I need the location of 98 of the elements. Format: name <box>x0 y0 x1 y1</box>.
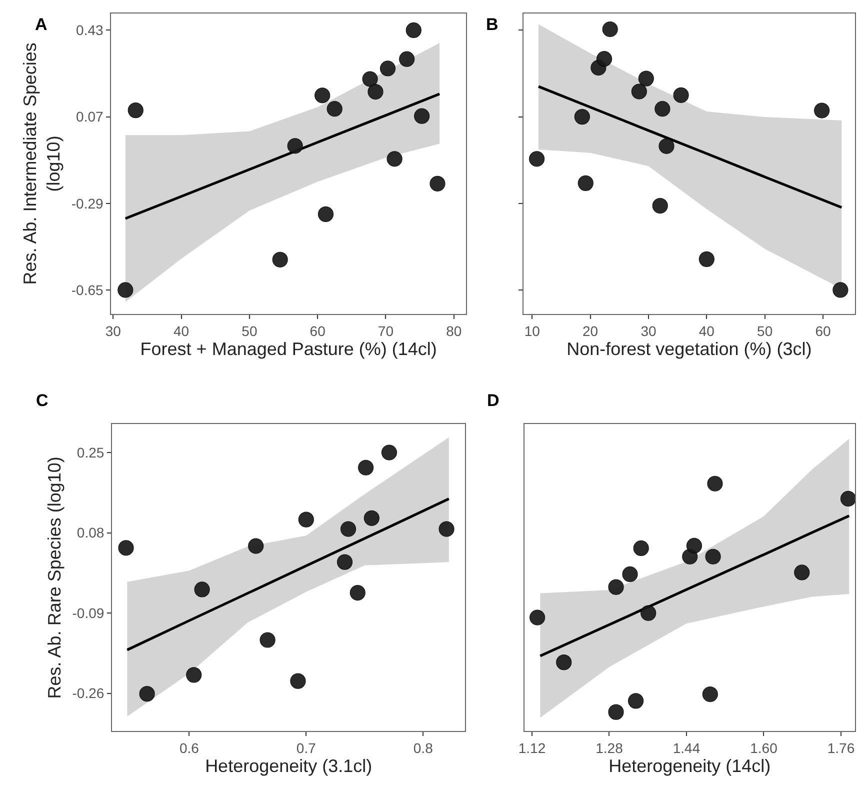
point <box>832 282 848 298</box>
x-tick-label: 50 <box>757 322 773 339</box>
x-tick-label: 40 <box>698 322 715 339</box>
y-tick-label: 0.07 <box>76 108 104 125</box>
point <box>290 673 306 689</box>
y-tick-label: -0.09 <box>72 604 104 621</box>
x-tick-label: 30 <box>105 322 122 339</box>
point <box>336 554 353 570</box>
point <box>702 686 718 702</box>
x-tick-label: 60 <box>310 322 326 339</box>
x-tick-label: 30 <box>640 322 656 339</box>
line-series <box>124 92 441 220</box>
y-tick-label: 0.08 <box>76 524 104 541</box>
point <box>652 198 668 214</box>
x-tick-label: 1.12 <box>518 740 546 756</box>
point <box>631 84 647 100</box>
point <box>414 108 430 124</box>
point <box>794 564 810 580</box>
line-series <box>126 498 450 652</box>
x-tick-label: 1.60 <box>750 740 778 756</box>
point <box>364 510 380 526</box>
point <box>318 206 334 222</box>
point <box>194 582 210 598</box>
point <box>705 548 721 564</box>
y-axis-title: Res. Ab. Rare Species (log10) <box>44 456 64 699</box>
point <box>139 686 155 702</box>
x-axis-title: Non-forest vegetation (%) (3cl) <box>566 338 812 359</box>
point <box>350 584 366 601</box>
point <box>381 444 398 460</box>
x-tick-label: 40 <box>173 322 190 339</box>
x-tick-label: 10 <box>524 322 540 339</box>
point <box>673 87 689 103</box>
point <box>556 654 572 670</box>
point <box>628 693 644 709</box>
point <box>314 88 330 104</box>
point <box>633 540 649 556</box>
point <box>602 21 618 38</box>
point <box>686 538 702 554</box>
x-tick-label: 0.7 <box>296 740 316 756</box>
x-axis-title: Forest + Managed Pasture (%) (14cl) <box>140 338 437 359</box>
x-axis-title: Heterogeneity (3.1cl) <box>205 756 372 776</box>
chart-title: B <box>486 15 498 34</box>
point <box>654 101 670 117</box>
point <box>260 632 276 648</box>
point <box>272 252 288 268</box>
point <box>608 579 624 595</box>
y-tick-label: 0.25 <box>76 444 104 460</box>
chart-title: A <box>35 15 48 34</box>
chart-title: D <box>487 391 500 410</box>
x-tick-label: 1.28 <box>596 740 624 756</box>
point <box>530 610 546 626</box>
point <box>186 667 202 683</box>
x-tick-label: 70 <box>378 322 394 339</box>
point <box>640 605 656 621</box>
point <box>814 102 830 118</box>
point <box>358 460 374 476</box>
point <box>368 84 384 100</box>
y-tick-label: -0.29 <box>71 195 104 212</box>
point <box>386 151 402 167</box>
chart-title: C <box>36 391 48 410</box>
x-tick-label: 0.8 <box>413 740 434 756</box>
point <box>622 566 638 582</box>
point <box>596 51 612 67</box>
point <box>438 521 454 537</box>
x-tick-label: 1.76 <box>827 740 855 756</box>
point <box>380 60 396 76</box>
point <box>574 109 590 125</box>
point <box>118 282 134 298</box>
point <box>298 512 314 528</box>
point <box>118 540 134 556</box>
point <box>528 151 545 167</box>
x-axis-title: Heterogeneity (14cl) <box>608 756 771 776</box>
point <box>658 138 674 154</box>
x-tick-label: 0.6 <box>179 740 200 756</box>
point <box>840 490 855 506</box>
point <box>707 476 723 492</box>
y-tick-label: 0.43 <box>76 22 104 38</box>
point <box>698 251 714 267</box>
point <box>287 138 303 154</box>
point <box>406 22 422 38</box>
point <box>340 521 356 537</box>
x-tick-label: 1.44 <box>672 740 700 756</box>
x-tick-label: 20 <box>582 322 598 339</box>
point <box>248 538 264 554</box>
point <box>578 175 594 191</box>
y-axis-title: Res. Ab. Intermediate Species (log10) <box>20 42 64 285</box>
x-tick-label: 50 <box>242 322 258 339</box>
point <box>362 71 378 87</box>
point <box>638 70 654 86</box>
point <box>326 101 342 117</box>
point <box>399 51 415 67</box>
point <box>608 704 624 720</box>
x-tick-label: 60 <box>815 322 831 339</box>
point <box>430 176 446 192</box>
y-tick-label: -0.65 <box>71 282 104 298</box>
x-tick-label: 80 <box>446 322 462 339</box>
y-tick-label: -0.26 <box>72 685 104 702</box>
point <box>128 102 144 118</box>
